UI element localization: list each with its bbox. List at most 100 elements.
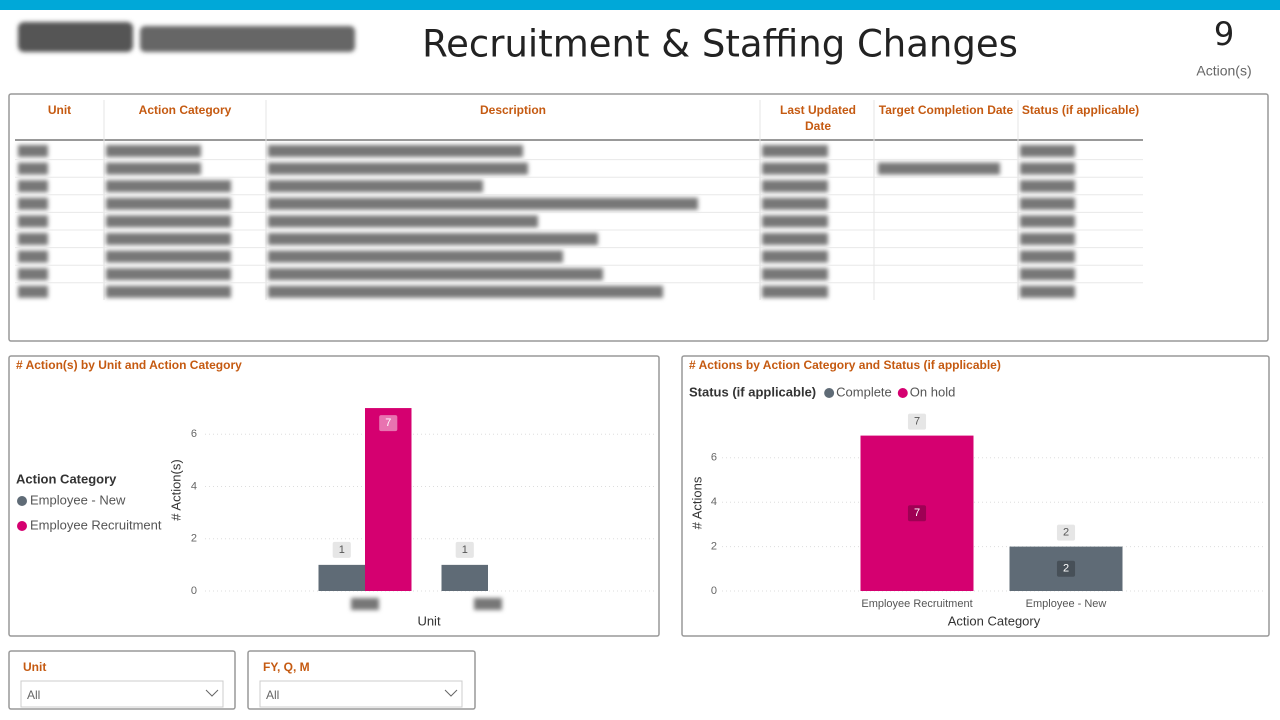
y-tick-label: 0: [711, 585, 717, 597]
bar-segment: [860, 435, 974, 591]
x-axis-title: Unit: [417, 613, 441, 628]
legend-marker: [824, 388, 835, 398]
dropdown[interactable]: [20, 680, 224, 708]
column-header: Unit: [47, 103, 72, 117]
data-label-box: [1056, 560, 1076, 577]
y-tick-label: 2: [191, 533, 197, 545]
bar: [318, 564, 365, 591]
blurred-cell: [762, 145, 828, 157]
chart-panel: [8, 355, 660, 637]
chart-title: # Action(s) by Unit and Action Category: [16, 358, 242, 372]
blurred-cell: [106, 197, 231, 210]
data-label-box: [455, 541, 474, 558]
blurred-cell: [106, 145, 201, 157]
legend-title: Status (if applicable): [689, 384, 816, 399]
blurred-cell: [1020, 215, 1075, 228]
blurred-cell: [106, 215, 231, 228]
slicer-title: FY, Q, M: [263, 660, 310, 674]
blurred-cell: [106, 285, 231, 298]
blurred-cell: [762, 180, 828, 193]
blurred-cell: [18, 180, 48, 193]
slicer-title: Unit: [23, 660, 47, 674]
y-tick-label: 4: [711, 496, 717, 508]
dropdown[interactable]: [259, 680, 463, 708]
blurred-cell: [762, 250, 828, 263]
data-label-box: [379, 415, 398, 432]
blurred-cell: [1020, 285, 1075, 298]
data-label-box: [907, 413, 927, 430]
blurred-cell: [268, 285, 663, 298]
legend-label: Employee - New: [30, 492, 126, 507]
blurred-cell: [268, 197, 698, 210]
x-tick-label: Employee - New: [1026, 598, 1107, 610]
legend-marker: [17, 496, 27, 506]
y-tick-label: 2: [711, 541, 717, 553]
data-label-box: [332, 541, 351, 558]
table-panel: [8, 93, 1269, 342]
blurred-cell: [1020, 180, 1075, 193]
blurred-cell: [762, 162, 828, 175]
data-label: 7: [914, 507, 920, 519]
blurred-cell: [878, 162, 1000, 175]
legend-label: Complete: [836, 384, 892, 399]
y-axis-title: # Actions: [689, 476, 704, 529]
data-label-box: [1056, 524, 1076, 541]
blurred-category-label: [474, 598, 502, 610]
bar: [441, 564, 488, 591]
kpi-label: Action(s): [1196, 63, 1251, 79]
page-title: Recruitment & Staffing Changes: [422, 23, 1018, 66]
blurred-cell: [18, 268, 48, 281]
blurred-cells: [18, 145, 1075, 298]
chevron: [205, 689, 219, 697]
blurred-cell: [1020, 268, 1075, 281]
blurred-cell: [762, 233, 828, 245]
blurred-cell: [762, 215, 828, 228]
blurred-cell: [268, 233, 598, 245]
slicer-value[interactable]: All: [266, 688, 280, 702]
blurred-cell: [18, 285, 48, 298]
y-tick-label: 4: [191, 480, 197, 492]
blurred-cell: [18, 250, 48, 263]
blurred-cell: [106, 180, 231, 193]
data-label: 2: [1063, 527, 1069, 539]
chevron: [444, 689, 458, 697]
data-label: 7: [914, 416, 920, 428]
chart-panel: [681, 355, 1270, 637]
column-header: Action Category: [138, 103, 232, 117]
y-axis-title: # Action(s): [168, 459, 183, 520]
legend-label: On hold: [910, 384, 956, 399]
blurred-cell: [1020, 250, 1075, 263]
blurred-cell: [106, 268, 231, 281]
y-tick-label: 6: [711, 452, 717, 464]
data-label-box: [907, 505, 927, 522]
legend-marker: [17, 521, 27, 531]
blurred-cell: [268, 215, 538, 228]
blurred-cell: [18, 162, 48, 175]
bar: [365, 408, 412, 591]
top-bar: [0, 0, 1280, 10]
blurred-cell: [762, 268, 828, 281]
column-header: Last Updated Date: [779, 103, 856, 133]
logo: [18, 22, 355, 52]
blurred-category-label: [351, 598, 379, 610]
blurred-cell: [762, 285, 828, 298]
column-header: Description: [479, 103, 546, 117]
column-header: Status (if applicable): [1021, 103, 1140, 117]
blurred-cell: [106, 233, 231, 245]
blurred-cell: [268, 268, 603, 281]
data-label: 2: [1063, 563, 1069, 575]
slicer-value[interactable]: All: [27, 688, 41, 702]
blurred-cell: [18, 197, 48, 210]
blurred-cell: [762, 197, 828, 210]
blurred-cell: [18, 233, 48, 245]
data-label: 1: [462, 544, 468, 556]
legend-label: Employee Recruitment: [30, 517, 162, 532]
blurred-cell: [1020, 145, 1075, 157]
blurred-cell: [106, 250, 231, 263]
x-tick-label: Employee Recruitment: [861, 598, 972, 610]
x-axis-title: Action Category: [948, 613, 1041, 628]
column-header: Target Completion Date: [878, 103, 1014, 117]
bar-segment: [1009, 546, 1123, 591]
blurred-cell: [1020, 162, 1075, 175]
